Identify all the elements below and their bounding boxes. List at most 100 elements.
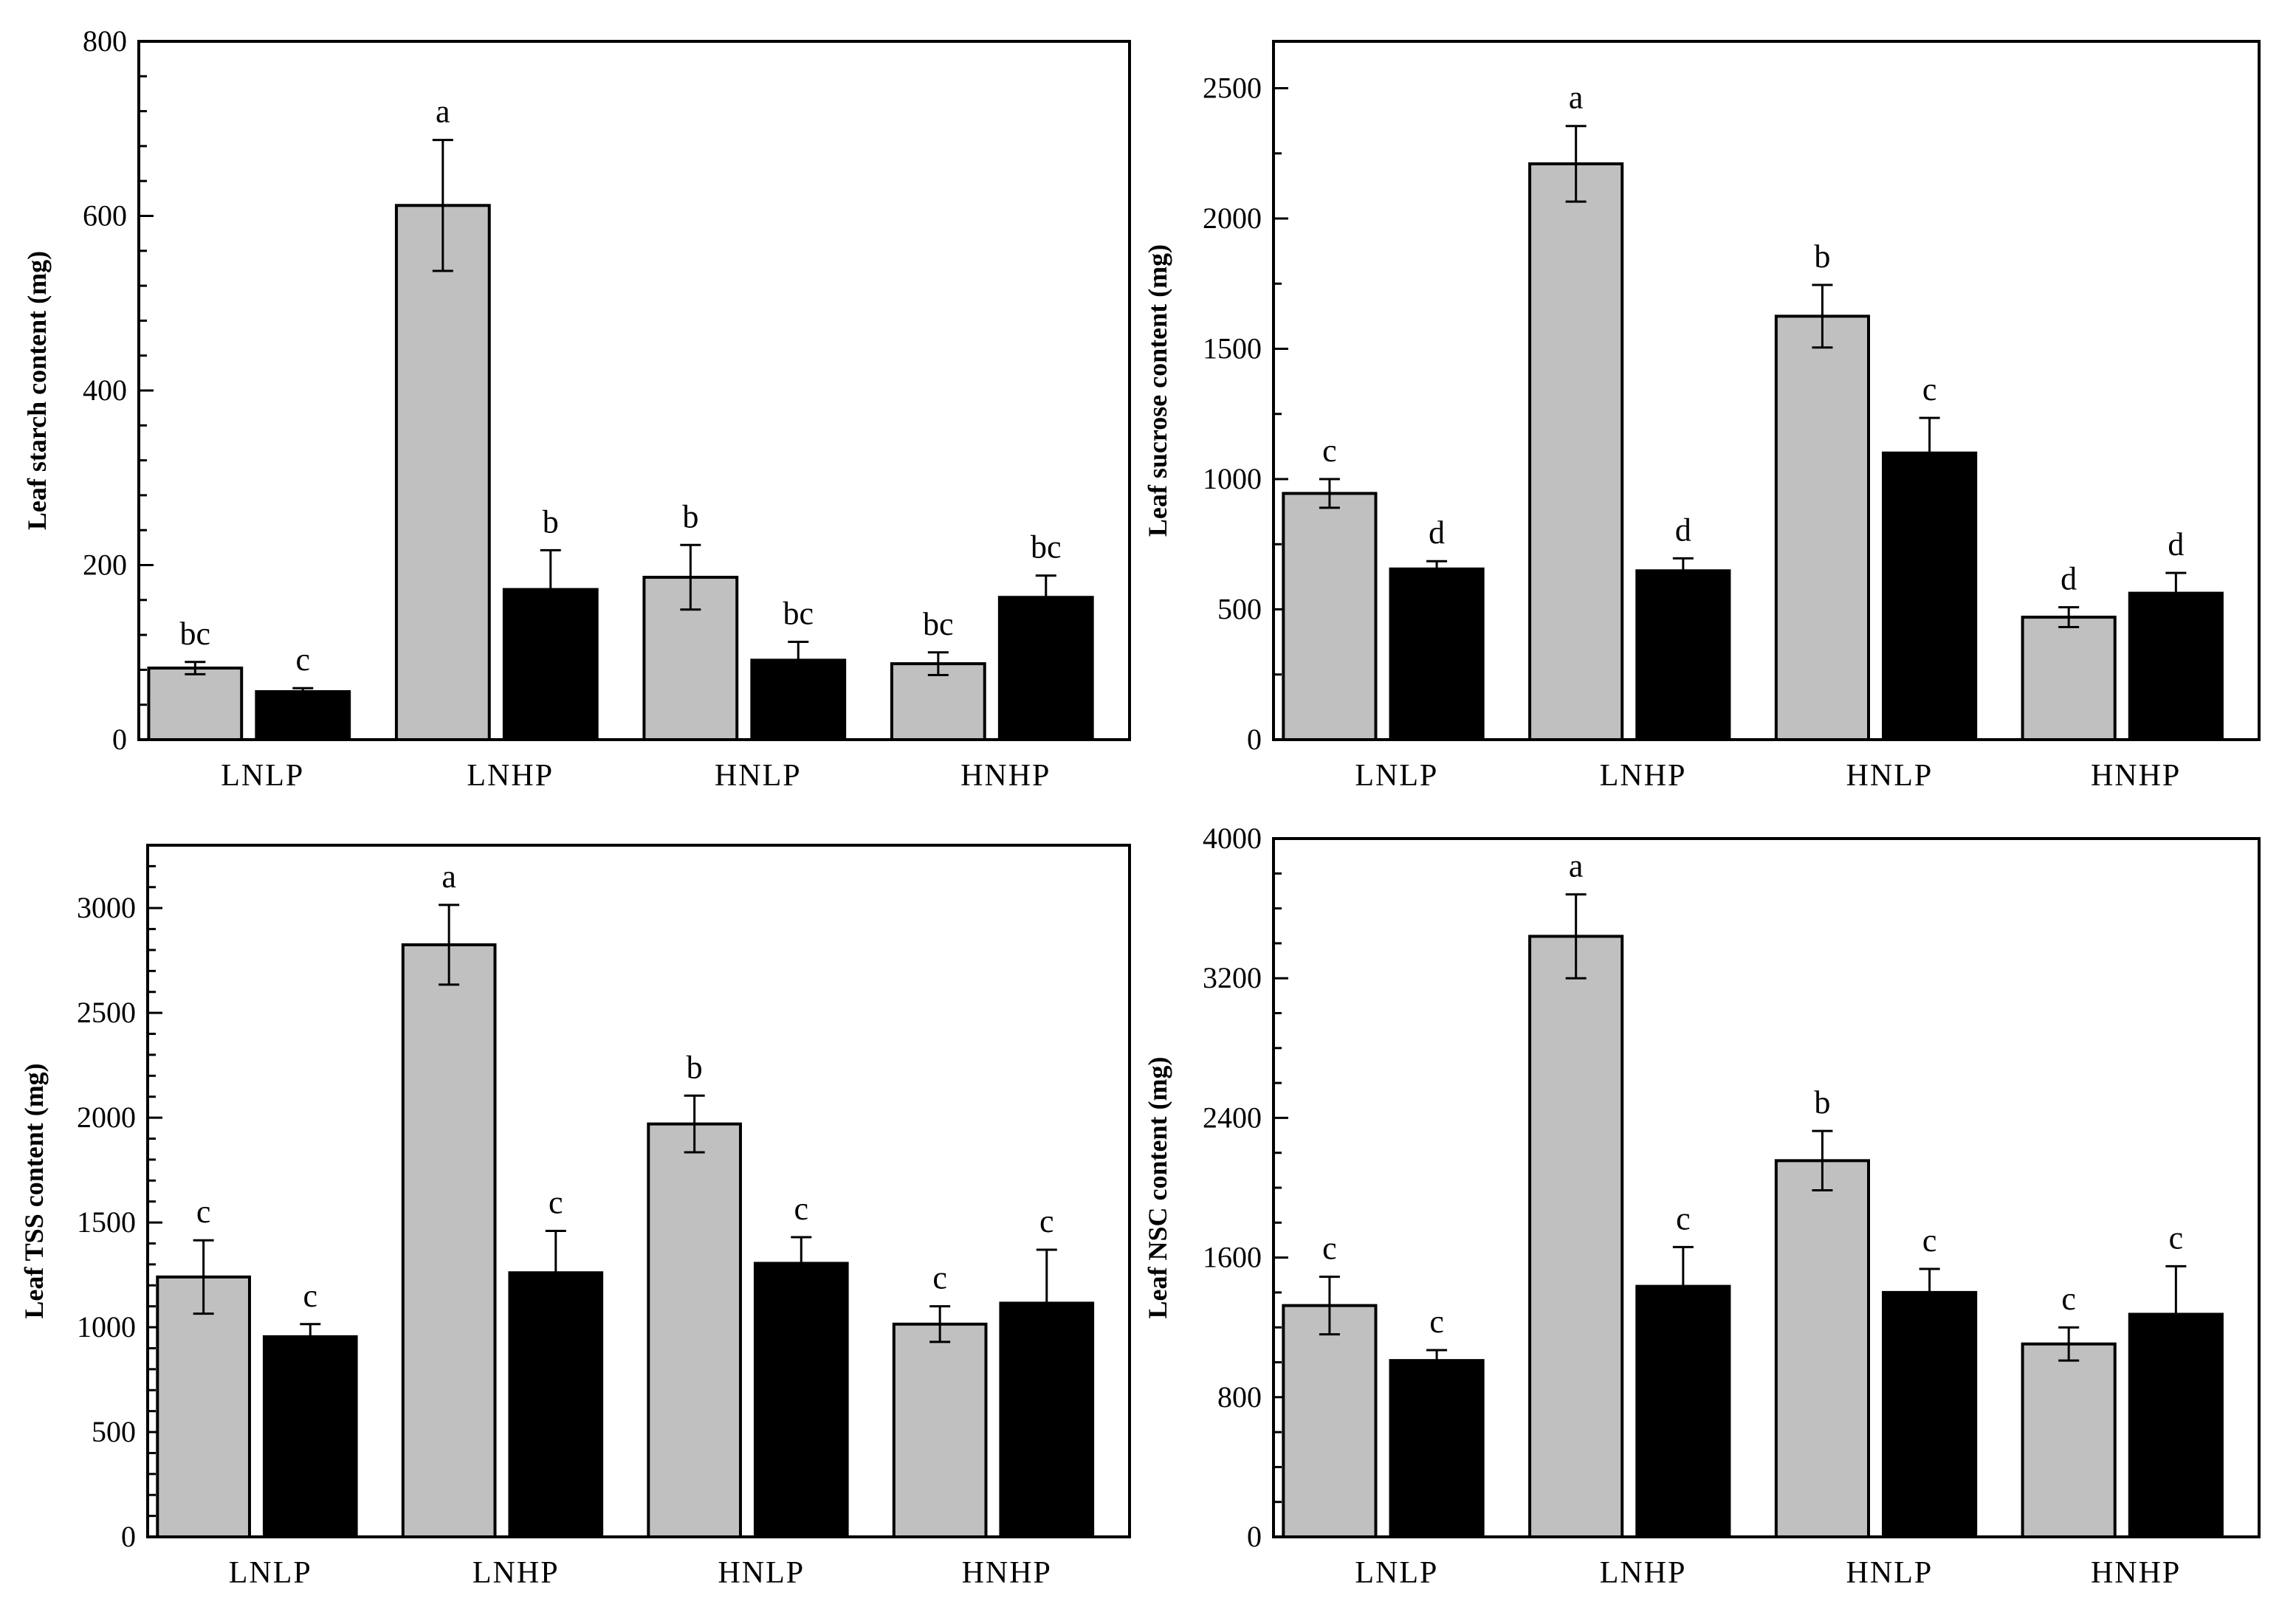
x-category-label: HNLP [718, 1556, 805, 1590]
significance-letter: b [1814, 238, 1830, 275]
y-tick-label: 200 [83, 548, 127, 582]
significance-letter: c [1922, 371, 1937, 407]
significance-letter: c [1922, 1222, 1937, 1259]
bar-lnlp-grey [1282, 1304, 1378, 1538]
significance-letter: c [549, 1184, 563, 1220]
x-category-label: HNHP [962, 1556, 1052, 1590]
bar-lnhp-grey [1528, 162, 1624, 741]
x-category-label: HNHP [2091, 759, 2181, 793]
y-tick-label: 3000 [77, 891, 136, 924]
bar-lnhp-grey [394, 204, 491, 741]
significance-letter: d [2060, 561, 2077, 597]
y-tick-label: 4000 [1203, 822, 1262, 855]
y-axis-title: Leaf NSC content (mg) [1143, 1057, 1172, 1319]
significance-letter: a [1569, 80, 1584, 116]
y-tick-label: 0 [1247, 723, 1262, 756]
bar-lnlp-grey [147, 667, 244, 741]
significance-letter: c [2169, 1219, 2184, 1256]
y-tick-label: 2500 [77, 996, 136, 1029]
significance-letter: c [296, 641, 311, 678]
y-tick-label: 1600 [1203, 1241, 1262, 1274]
y-tick-label: 400 [83, 374, 127, 407]
plot-frame [137, 40, 1131, 741]
x-category-label: HNHP [2091, 1556, 2181, 1590]
x-category-label: LNHP [472, 1556, 560, 1590]
bar-hnhp-grey [2021, 1342, 2117, 1538]
y-tick-label: 0 [1247, 1520, 1262, 1553]
bar-lnlp-black [1389, 567, 1485, 742]
bar-lnhp-grey [401, 943, 497, 1538]
x-category-label: LNHP [1600, 759, 1687, 793]
significance-letter: a [1569, 848, 1584, 884]
significance-letter: bc [783, 596, 814, 632]
x-category-label: HNHP [960, 759, 1051, 793]
bar-hnlp-grey [1774, 314, 1871, 742]
y-tick-label: 2000 [77, 1101, 136, 1134]
significance-letter: b [1814, 1084, 1830, 1121]
significance-letter: c [1039, 1203, 1054, 1239]
significance-letter: d [2168, 526, 2184, 562]
bar-hnlp-grey [1774, 1159, 1871, 1539]
bar-hnlp-black [1882, 1290, 1978, 1539]
significance-letter: b [682, 498, 698, 534]
y-tick-label: 2400 [1203, 1101, 1262, 1134]
bar-lnhp-black [1635, 569, 1731, 742]
significance-letter: c [1322, 1231, 1337, 1267]
bar-hnlp-black [753, 1262, 849, 1539]
y-tick-label: 1500 [1203, 332, 1262, 365]
bar-lnhp-grey [1528, 935, 1624, 1538]
significance-letter: a [436, 94, 450, 130]
significance-letter: d [1429, 515, 1445, 551]
x-category-label: HNLP [1846, 759, 1934, 793]
significance-letter: b [543, 503, 559, 540]
y-tick-label: 1500 [77, 1205, 136, 1239]
significance-letter: d [1675, 512, 1691, 548]
significance-letter: c [794, 1191, 809, 1227]
y-tick-label: 800 [83, 24, 127, 58]
y-tick-label: 1000 [77, 1310, 136, 1343]
significance-letter: c [303, 1278, 318, 1314]
significance-letter: bc [180, 616, 211, 652]
panel-nsc: 0 800 1600 2400 3200 4000 Leaf NSC content (mg… [1143, 822, 2261, 1590]
y-tick-label: 800 [1217, 1380, 1262, 1414]
panel-sucrose: 0 500 1000 1500 2000 2500 Leaf sucrose content… [1143, 40, 2261, 793]
significance-letter: c [1429, 1304, 1444, 1340]
x-category-label: LNHP [1600, 1556, 1687, 1590]
y-tick-label: 0 [121, 1520, 136, 1553]
x-category-label: LNHP [467, 759, 554, 793]
significance-letter: c [1676, 1200, 1691, 1236]
bar-hnhp-grey [890, 662, 986, 741]
bar-hnhp-grey [2021, 616, 2117, 741]
significance-letter: b [687, 1049, 703, 1085]
bar-hnlp-grey [647, 1122, 742, 1538]
significance-letter: c [2061, 1281, 2076, 1317]
plot-frame [1272, 40, 2261, 741]
significance-letter: c [196, 1194, 211, 1230]
bar-hnlp-grey [642, 576, 739, 741]
y-tick-label: 2500 [1203, 72, 1262, 105]
y-axis-title: Leaf sucrose content (mg) [1143, 244, 1172, 537]
y-tick-label: 3200 [1203, 961, 1262, 994]
x-category-label: LNLP [221, 759, 304, 793]
bar-lnlp-black [255, 689, 351, 742]
plot-frame [146, 844, 1131, 1538]
y-tick-label: 2000 [1203, 202, 1262, 235]
bar-hnlp-black [1882, 451, 1978, 741]
x-category-label: LNLP [229, 1556, 312, 1590]
bar-lnhp-black [508, 1271, 604, 1538]
y-axis-title: Leaf TSS content (mg) [19, 1063, 49, 1318]
y-tick-label: 600 [83, 199, 127, 233]
y-axis-title: Leaf starch content (mg) [22, 251, 52, 530]
y-tick-label: 500 [1217, 593, 1262, 626]
panel-tss: 0 500 1000 1500 2000 2500 3000 Leaf TSS content… [19, 844, 1131, 1590]
panel-starch: 0 200 400 600 800 Leaf starch content (mg) bc c… [22, 24, 1131, 793]
bar-lnlp-grey [156, 1275, 251, 1538]
significance-letter: c [1322, 433, 1337, 469]
y-tick-label: 1000 [1203, 462, 1262, 495]
bar-lnlp-black [262, 1335, 358, 1538]
significance-letter: bc [1031, 529, 1062, 565]
x-category-label: HNLP [715, 759, 802, 793]
x-category-label: LNLP [1355, 759, 1438, 793]
bar-lnlp-black [1389, 1359, 1485, 1539]
